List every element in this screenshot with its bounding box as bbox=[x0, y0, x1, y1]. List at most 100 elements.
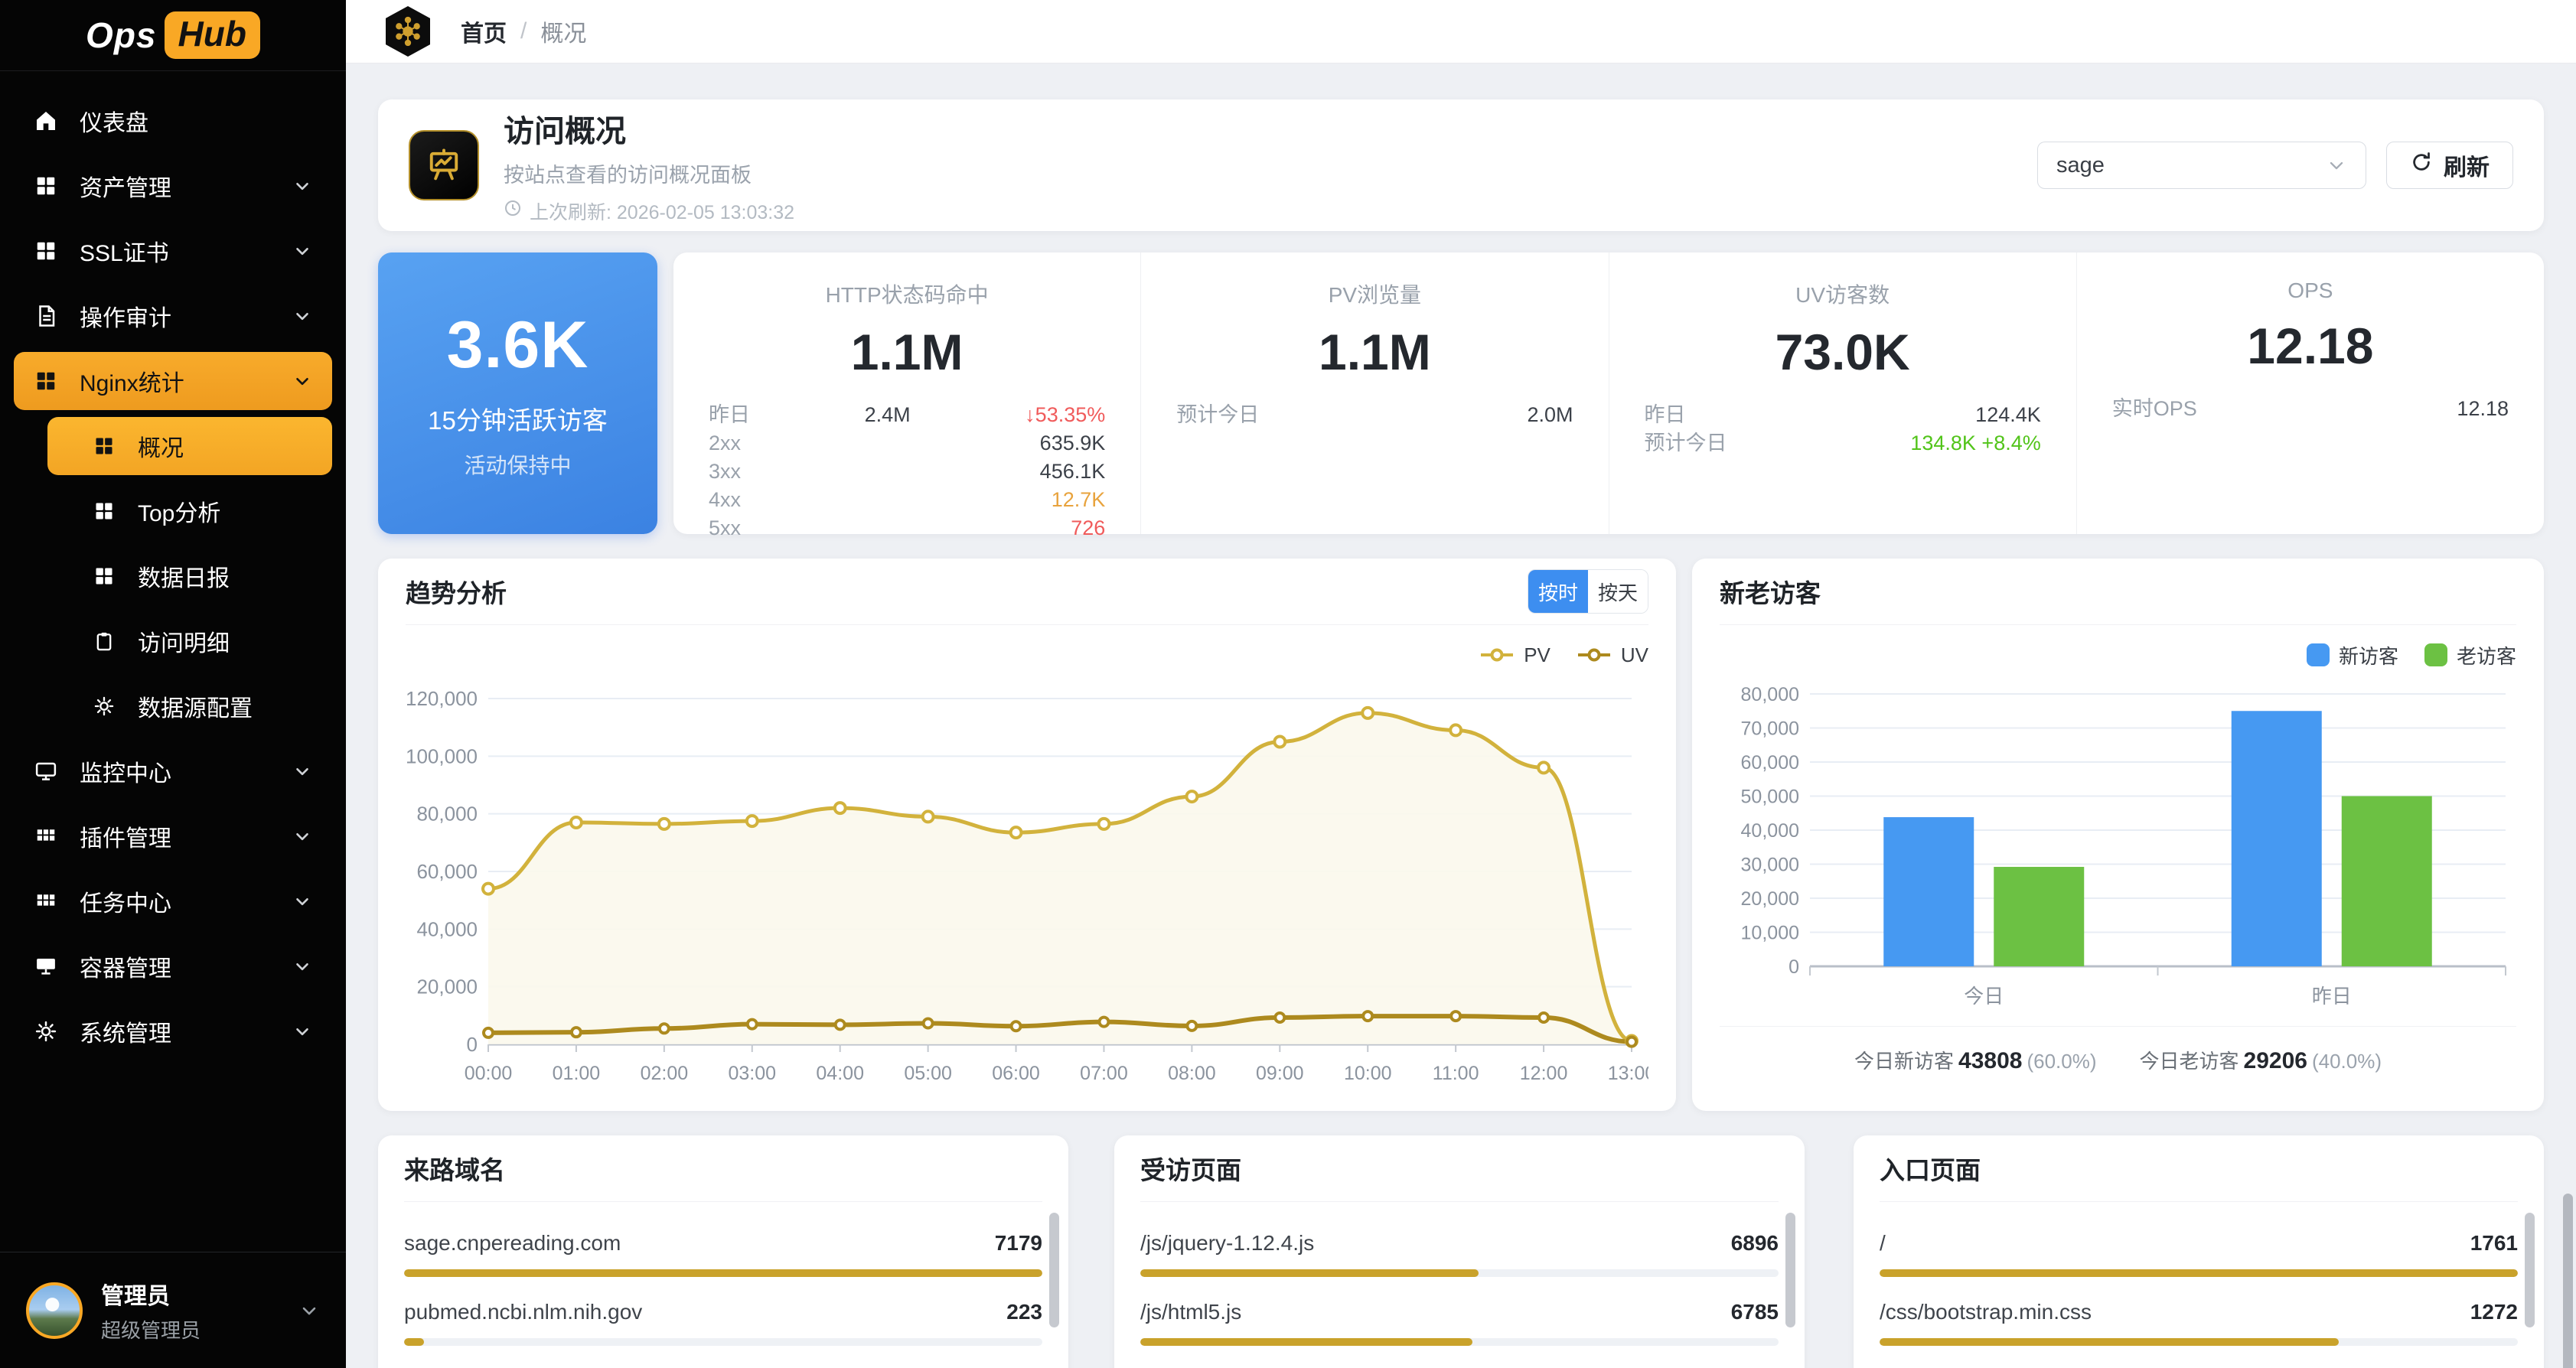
kpi-value: 1.1M bbox=[850, 324, 964, 380]
sidebar-item-ssl[interactable]: SSL证书 bbox=[14, 222, 332, 280]
chevron-down-icon bbox=[292, 176, 312, 196]
kpi-row-label: 实时OPS bbox=[2111, 397, 2197, 420]
list-item-value: 1761 bbox=[2470, 1231, 2518, 1255]
visitors-chart-svg: 0 10,000 20,000 30,000 40,000 50,000 60,000 70,… bbox=[1741, 685, 2506, 1008]
svg-text:08:00: 08:00 bbox=[1168, 1063, 1216, 1084]
sidebar-item-task-center[interactable]: 任务中心 bbox=[14, 872, 332, 930]
sidebar-item-label: 数据源配置 bbox=[138, 696, 253, 721]
list-item: /css/bootstrap.min.css 1272 bbox=[1880, 1297, 2518, 1346]
visitors-card: 新老访客 新访客 老访客 0 10,000 20,000 30,000 40,000 50… bbox=[1692, 559, 2544, 1111]
list-scrollbar[interactable] bbox=[1049, 1213, 1059, 1327]
legend-new-visitors[interactable]: 新访客 bbox=[2306, 641, 2398, 669]
sidebar-item-monitor-center[interactable]: 监控中心 bbox=[14, 742, 332, 800]
list-scrollbar[interactable] bbox=[1785, 1213, 1795, 1327]
grid-icon bbox=[34, 239, 58, 263]
visited-pages-card: 受访页面 /js/jquery-1.12.4.js 6896 /js/html5.… bbox=[1114, 1135, 1805, 1368]
legend-old-visitors[interactable]: 老访客 bbox=[2424, 641, 2516, 669]
sidebar-item-containers[interactable]: 容器管理 bbox=[14, 937, 332, 995]
kpi-row-mid: 2.4M bbox=[864, 403, 911, 426]
sidebar-item-label: 监控中心 bbox=[80, 761, 171, 787]
sidebar-item-label: 容器管理 bbox=[80, 956, 171, 982]
user-menu[interactable]: 管理员 超级管理员 bbox=[0, 1252, 346, 1368]
svg-text:100,000: 100,000 bbox=[406, 744, 478, 767]
progress-fill bbox=[404, 1269, 1042, 1277]
sidebar-item-dashboard[interactable]: 仪表盘 bbox=[14, 92, 332, 150]
last-refresh-text: 上次刷新: 2026-02-05 13:03:32 bbox=[530, 201, 795, 223]
sidebar-subitem-overview[interactable]: 概况 bbox=[47, 417, 332, 475]
sidebar-subitem-daily-report[interactable]: 数据日报 bbox=[47, 547, 332, 605]
svg-text:07:00: 07:00 bbox=[1080, 1063, 1128, 1084]
legend-pv-label: PV bbox=[1524, 643, 1550, 666]
list-scrollbar[interactable] bbox=[2525, 1213, 2535, 1327]
page-header-card: 访问概况 按站点查看的访问概况面板 上次刷新: 2026-02-05 13:03… bbox=[378, 99, 2544, 231]
grid9-icon bbox=[34, 824, 58, 848]
site-select[interactable]: sage bbox=[2037, 142, 2366, 189]
svg-text:40,000: 40,000 bbox=[1741, 820, 1799, 842]
sidebar-subitem-top-analysis[interactable]: Top分析 bbox=[47, 482, 332, 540]
refresh-label: 刷新 bbox=[2444, 155, 2490, 181]
toggle-daily[interactable]: 按天 bbox=[1588, 570, 1648, 613]
kpi-title: HTTP状态码命中 bbox=[825, 283, 989, 307]
refresh-icon bbox=[2410, 151, 2433, 180]
progress-fill bbox=[404, 1338, 424, 1346]
svg-text:80,000: 80,000 bbox=[1741, 685, 1799, 705]
sidebar-item-label: 资产管理 bbox=[80, 176, 171, 201]
entry-pages-card: 入口页面 / 1761 /css/bootstrap.min.css 1272 bbox=[1854, 1135, 2544, 1368]
sidebar-item-label: 概况 bbox=[138, 436, 184, 461]
svg-text:40,000: 40,000 bbox=[416, 917, 478, 940]
kpi-row-label: 预计今日 bbox=[1644, 432, 1727, 454]
legend-pv-marker bbox=[1481, 648, 1514, 662]
svg-text:120,000: 120,000 bbox=[406, 688, 478, 710]
list-item: /js/jquery-1.12.4.js 6896 bbox=[1140, 1228, 1779, 1277]
svg-text:06:00: 06:00 bbox=[992, 1063, 1040, 1084]
sidebar-item-system[interactable]: 系统管理 bbox=[14, 1002, 332, 1060]
visitors-title: 新老访客 bbox=[1720, 579, 1821, 607]
kpi-row-value: 124.4K bbox=[1975, 403, 2041, 426]
page-title: 访问概况 bbox=[504, 114, 626, 148]
toggle-hourly[interactable]: 按时 bbox=[1528, 570, 1588, 613]
sidebar-item-audit[interactable]: 操作审计 bbox=[14, 287, 332, 345]
visitors-legend: 新访客 老访客 bbox=[1720, 625, 2516, 685]
legend-uv[interactable]: UV bbox=[1577, 643, 1648, 667]
sidebar-item-assets[interactable]: 资产管理 bbox=[14, 157, 332, 215]
clock-icon bbox=[504, 199, 522, 223]
grid-icon bbox=[92, 499, 116, 523]
sidebar-item-label: 任务中心 bbox=[80, 891, 171, 917]
kpi-title: UV访客数 bbox=[1795, 283, 1890, 307]
list-title: 入口页面 bbox=[1880, 1156, 1981, 1184]
kpi-row-value: 134.8K +8.4% bbox=[1910, 432, 2041, 454]
kpi-row-label: 预计今日 bbox=[1176, 403, 1260, 426]
sidebar-subitem-datasource-config[interactable]: 数据源配置 bbox=[47, 677, 332, 735]
svg-text:12:00: 12:00 bbox=[1520, 1063, 1568, 1084]
legend-pv[interactable]: PV bbox=[1479, 643, 1550, 667]
kpi-row-label: 3xx bbox=[709, 460, 742, 483]
svg-text:05:00: 05:00 bbox=[904, 1063, 952, 1084]
progress-track bbox=[1140, 1338, 1779, 1346]
kpi-http: HTTP状态码命中 1.1M 昨日 2.4M ↓53.35% 2xx 635.9K 3… bbox=[673, 252, 1140, 539]
sidebar-item-label: 操作审计 bbox=[80, 306, 171, 331]
home-icon bbox=[34, 109, 58, 133]
trend-granularity-toggle: 按时 按天 bbox=[1528, 569, 1648, 614]
refresh-button[interactable]: 刷新 bbox=[2386, 142, 2513, 189]
sidebar-item-plugins[interactable]: 插件管理 bbox=[14, 807, 332, 865]
sidebar-item-nginx-stats[interactable]: Nginx统计 bbox=[14, 352, 332, 410]
grid-icon bbox=[34, 369, 58, 393]
sidebar-subitem-visit-detail[interactable]: 访问明细 bbox=[47, 612, 332, 670]
svg-text:04:00: 04:00 bbox=[816, 1063, 864, 1084]
svg-text:09:00: 09:00 bbox=[1256, 1063, 1304, 1084]
chevron-down-icon bbox=[292, 826, 312, 846]
sidebar-item-label: 数据日报 bbox=[138, 566, 230, 591]
legend-old-label: 老访客 bbox=[2456, 644, 2516, 668]
kpi-row-value: 635.9K bbox=[1039, 432, 1106, 454]
kpi-row-value: 12.7K bbox=[1051, 488, 1106, 511]
progress-track bbox=[404, 1338, 1042, 1346]
chevron-down-icon bbox=[292, 761, 312, 781]
active-visitors-sub: 活动保持中 bbox=[464, 453, 572, 477]
kpi-value: 73.0K bbox=[1775, 324, 1910, 380]
trend-chart-svg: 0 20,000 40,000 60,000 80,000 100,000 120,000 0… bbox=[406, 688, 1648, 1084]
page-scrollbar[interactable] bbox=[2563, 1194, 2573, 1368]
trend-title: 趋势分析 bbox=[406, 579, 507, 607]
breadcrumb-home[interactable]: 首页 bbox=[461, 21, 507, 47]
gear-icon bbox=[34, 1019, 58, 1044]
kpi-row-label: 4xx bbox=[709, 488, 742, 511]
